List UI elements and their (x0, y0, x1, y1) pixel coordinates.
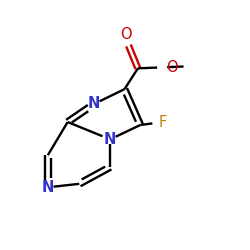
Text: N: N (42, 180, 54, 195)
Text: N: N (104, 132, 116, 147)
Text: F: F (159, 115, 167, 130)
Text: N: N (88, 96, 100, 112)
Text: O: O (120, 27, 131, 42)
Text: O: O (166, 60, 178, 75)
